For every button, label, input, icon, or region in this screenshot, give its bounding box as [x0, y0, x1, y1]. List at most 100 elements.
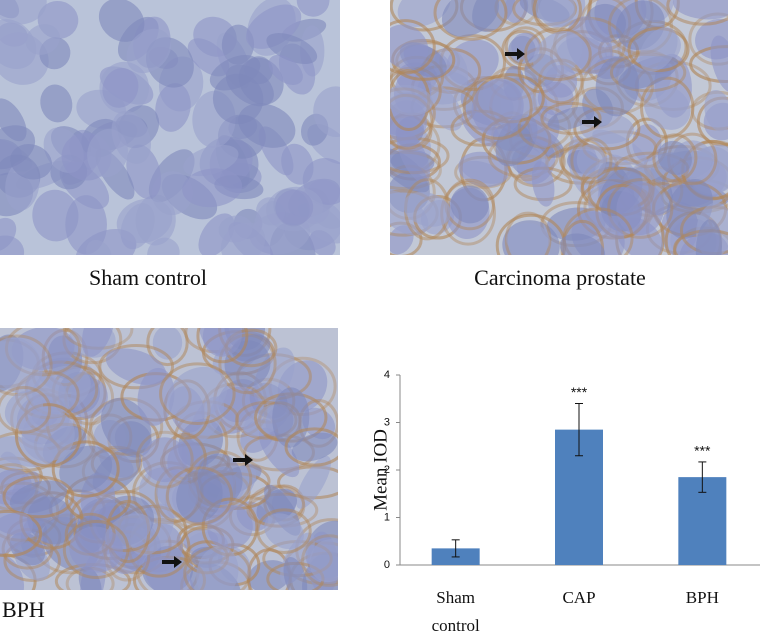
- significance: ***: [694, 443, 711, 459]
- nucleus: [102, 68, 139, 108]
- nucleus: [40, 84, 73, 123]
- nucleus: [441, 0, 500, 37]
- nucleus: [0, 0, 47, 25]
- nucleus: [100, 397, 152, 456]
- stain: [462, 75, 533, 140]
- stain: [14, 403, 82, 468]
- stain: [98, 344, 175, 390]
- nucleus: [0, 19, 37, 70]
- micrograph-cap: [390, 0, 728, 255]
- nucleus: [258, 427, 300, 478]
- stain: [256, 508, 312, 554]
- nucleus: [390, 147, 430, 193]
- stain: [135, 430, 194, 489]
- stain: [504, 211, 552, 255]
- nucleus: [657, 140, 692, 175]
- nucleus: [281, 143, 314, 185]
- nucleus: [167, 366, 228, 421]
- nucleus: [532, 30, 583, 78]
- nucleus: [424, 83, 463, 131]
- nucleus: [504, 0, 529, 23]
- stain: [512, 0, 578, 27]
- nucleus: [0, 235, 25, 255]
- nucleus: [547, 106, 595, 131]
- nucleus: [639, 27, 678, 72]
- nucleus: [69, 526, 123, 573]
- nucleus: [704, 89, 728, 132]
- nucleus: [81, 328, 115, 357]
- nucleus: [10, 143, 53, 180]
- micrograph-bph: [0, 328, 338, 590]
- significance: ***: [571, 384, 588, 400]
- nucleus: [116, 198, 173, 244]
- nucleus: [0, 512, 33, 555]
- nucleus: [176, 469, 223, 523]
- nucleus: [266, 33, 318, 64]
- nucleus: [458, 151, 509, 188]
- nucleus: [506, 223, 550, 255]
- nucleus: [238, 103, 296, 148]
- nucleus: [220, 222, 266, 255]
- nucleus: [87, 128, 128, 178]
- x-tick-label: BPH: [686, 588, 719, 607]
- micrograph-sham: [0, 0, 340, 255]
- nucleus: [450, 185, 489, 224]
- nucleus: [25, 24, 60, 55]
- nucleus: [710, 35, 728, 93]
- nucleus: [86, 239, 112, 255]
- stain: [89, 397, 164, 456]
- error-bar: [698, 461, 707, 493]
- nucleus: [390, 84, 433, 116]
- stain: [607, 178, 674, 239]
- arrow: [162, 556, 182, 568]
- stain: [165, 466, 233, 526]
- nucleus: [296, 455, 331, 509]
- stain: [640, 76, 695, 139]
- stain: [433, 0, 508, 41]
- x-tick-label: Sham control: [432, 588, 480, 634]
- y-tick-label: 4: [384, 369, 390, 381]
- nucleus: [283, 556, 308, 590]
- nucleus: [672, 0, 728, 20]
- stain: [2, 475, 75, 519]
- nucleus: [137, 367, 175, 426]
- stain: [523, 27, 592, 81]
- nucleus: [207, 505, 253, 550]
- nucleus: [559, 233, 606, 255]
- stain: [0, 385, 52, 434]
- nucleus: [291, 432, 338, 462]
- stain: [51, 440, 120, 498]
- nucleus: [309, 539, 338, 583]
- stain: [570, 137, 613, 184]
- nucleus: [275, 189, 314, 226]
- stain: [0, 509, 43, 558]
- error-bar: [575, 403, 583, 457]
- nucleus: [196, 545, 239, 590]
- nucleus: [142, 437, 188, 483]
- nucleus: [209, 55, 261, 91]
- stain: [301, 534, 338, 587]
- nucleus: [539, 0, 576, 28]
- nucleus: [0, 337, 43, 394]
- nucleus: [147, 237, 180, 255]
- arrow: [233, 454, 253, 466]
- nucleus: [695, 219, 722, 255]
- nucleus: [264, 513, 304, 550]
- y-tick-label: 2: [384, 464, 390, 476]
- stain: [196, 328, 249, 364]
- nucleus: [268, 54, 303, 85]
- panel-label: Carcinoma prostate: [474, 265, 646, 290]
- panel-label: BPH: [2, 597, 45, 622]
- nucleus: [616, 181, 665, 236]
- nucleus: [471, 79, 524, 136]
- nucleus: [397, 0, 451, 27]
- nucleus: [313, 86, 340, 138]
- nucleus: [0, 553, 25, 590]
- nucleus: [155, 83, 191, 132]
- y-tick-label: 3: [384, 416, 390, 428]
- y-axis-label: Mean IOD: [370, 429, 391, 511]
- nucleus: [531, 161, 555, 207]
- arrow: [505, 48, 525, 60]
- nucleus: [182, 168, 243, 208]
